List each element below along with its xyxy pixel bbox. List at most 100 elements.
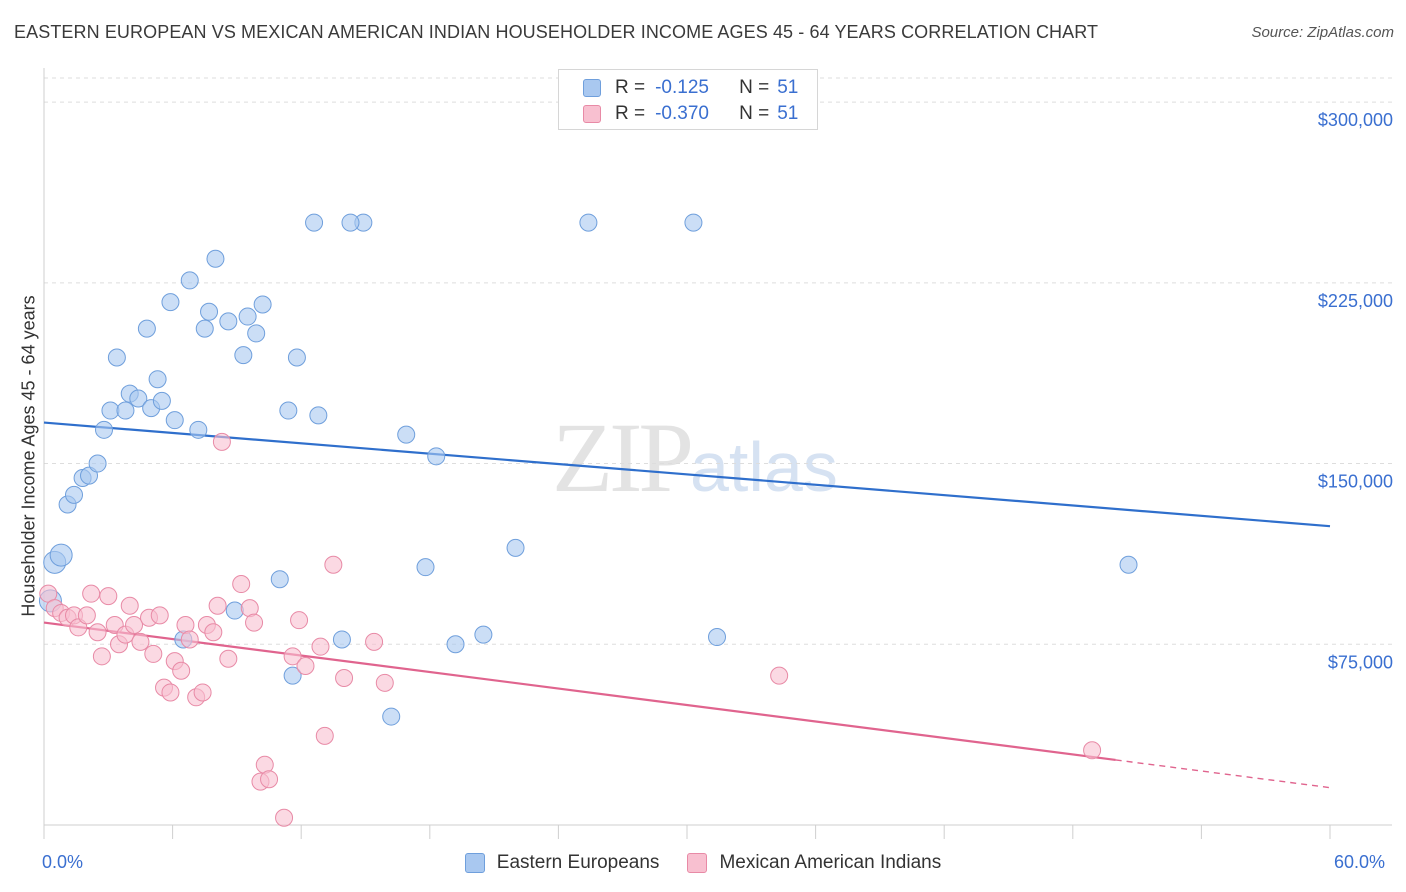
trend-line-extension (1115, 759, 1331, 789)
legend-swatch-blue (583, 79, 601, 97)
y-tick-label: $225,000 (1318, 291, 1393, 311)
point-eastern-european (200, 302, 219, 321)
legend-r-label: R = (615, 77, 646, 98)
legend-swatch-pink (687, 853, 708, 873)
point-eastern-european (88, 454, 107, 473)
point-eastern-european (189, 420, 208, 439)
point-eastern-european (416, 558, 435, 577)
x-tick-label-max: 60.0% (1334, 852, 1386, 872)
legend-n-label: N = (739, 103, 770, 124)
point-eastern-european (506, 538, 525, 557)
legend-item-mexican-american-indians[interactable]: Mexican American Indians (687, 852, 941, 874)
point-eastern-european (279, 401, 298, 420)
point-eastern-european (49, 543, 73, 567)
legend-swatch-blue (464, 853, 485, 873)
point-mexican-american-indian (172, 661, 191, 680)
source-note: Source: ZipAtlas.com (1251, 24, 1394, 41)
point-eastern-european (305, 213, 324, 232)
point-eastern-european (309, 406, 328, 425)
point-mexican-american-indian (283, 647, 302, 666)
stats-legend: R = -0.125 N = 51 R = -0.370 N = 51 (558, 69, 818, 130)
point-mexican-american-indian (125, 615, 144, 634)
point-mexican-american-indian (296, 656, 315, 675)
point-eastern-european (195, 319, 214, 338)
y-tick-label: $75,000 (1328, 652, 1393, 672)
point-eastern-european (684, 213, 703, 232)
point-mexican-american-indian (77, 606, 96, 625)
point-eastern-european (165, 411, 184, 430)
legend-swatch-pink (583, 105, 601, 123)
point-eastern-european (148, 370, 167, 389)
point-eastern-european (95, 420, 114, 439)
point-eastern-european (180, 271, 199, 290)
point-mexican-american-indian (131, 632, 150, 651)
point-mexican-american-indian (324, 555, 343, 574)
legend-r-value: -0.125 (655, 77, 709, 98)
watermark-zip: ZIP (552, 402, 694, 513)
point-eastern-european (238, 307, 257, 326)
point-mexican-american-indian (365, 632, 384, 651)
point-eastern-european (579, 213, 598, 232)
point-mexican-american-indian (161, 683, 180, 702)
watermark-atlas: atlas (690, 428, 838, 506)
point-eastern-european (101, 401, 120, 420)
legend-r-label: R = (615, 103, 646, 124)
trend-line-mexican-american-indians (43, 621, 1116, 762)
point-eastern-european (234, 346, 253, 365)
point-mexican-american-indian (311, 637, 330, 656)
point-eastern-european (332, 630, 351, 649)
point-eastern-european (283, 666, 302, 685)
legend-item-eastern-europeans[interactable]: Eastern Europeans (464, 852, 660, 874)
point-mexican-american-indian (219, 649, 238, 668)
point-mexican-american-indian (99, 587, 118, 606)
point-mexican-american-indian (290, 611, 309, 630)
zipatlas-watermark: ZIPatlas (552, 400, 838, 515)
point-eastern-european (253, 295, 272, 314)
trend-lines (43, 421, 1331, 789)
point-mexican-american-indian (1083, 741, 1102, 760)
point-eastern-european (287, 348, 306, 367)
point-eastern-european (152, 391, 171, 410)
point-eastern-european (161, 293, 180, 312)
trend-line-eastern-europeans (43, 421, 1331, 528)
point-eastern-european (427, 447, 446, 466)
point-eastern-european (219, 312, 238, 331)
y-tick-labels: $75,000 $150,000 $225,000 $300,000 (1318, 110, 1393, 672)
point-mexican-american-indian (335, 669, 354, 688)
axes (43, 68, 1392, 839)
point-eastern-european (247, 324, 266, 343)
legend-n-value: 51 (777, 103, 799, 124)
point-mexican-american-indian (375, 673, 394, 692)
legend-row-eastern-europeans: R = -0.125 N = 51 (583, 76, 798, 100)
legend-row-mexican-american-indians: R = -0.370 N = 51 (583, 102, 798, 126)
legend-label: Eastern Europeans (496, 852, 660, 873)
legend-n-label: N = (739, 77, 770, 98)
point-eastern-european (341, 213, 360, 232)
legend-label: Mexican American Indians (719, 852, 942, 873)
point-eastern-european (270, 570, 289, 589)
point-eastern-european (116, 401, 135, 420)
point-mexican-american-indian (204, 623, 223, 642)
y-tick-label: $300,000 (1318, 110, 1393, 130)
chart-title: EASTERN EUROPEAN VS MEXICAN AMERICAN IND… (14, 22, 1099, 42)
point-eastern-european (708, 628, 727, 647)
point-eastern-european (206, 249, 225, 268)
y-axis-label: Householder Income Ages 45 - 64 years (18, 295, 39, 617)
point-mexican-american-indian (245, 613, 264, 632)
point-mexican-american-indian (232, 575, 251, 594)
point-mexican-american-indian (212, 432, 231, 451)
series-legend: Eastern Europeans Mexican American India… (0, 852, 1406, 874)
point-mexican-american-indian (144, 644, 163, 663)
point-mexican-american-indian (315, 726, 334, 745)
point-eastern-european (474, 625, 493, 644)
point-mexican-american-indian (208, 596, 227, 615)
point-mexican-american-indian (770, 666, 789, 685)
point-mexican-american-indian (150, 606, 169, 625)
point-mexican-american-indian (193, 683, 212, 702)
point-mexican-american-indian (275, 808, 294, 827)
point-eastern-european (397, 425, 416, 444)
data-points (38, 213, 1138, 827)
point-mexican-american-indian (260, 770, 279, 789)
point-eastern-european (107, 348, 126, 367)
